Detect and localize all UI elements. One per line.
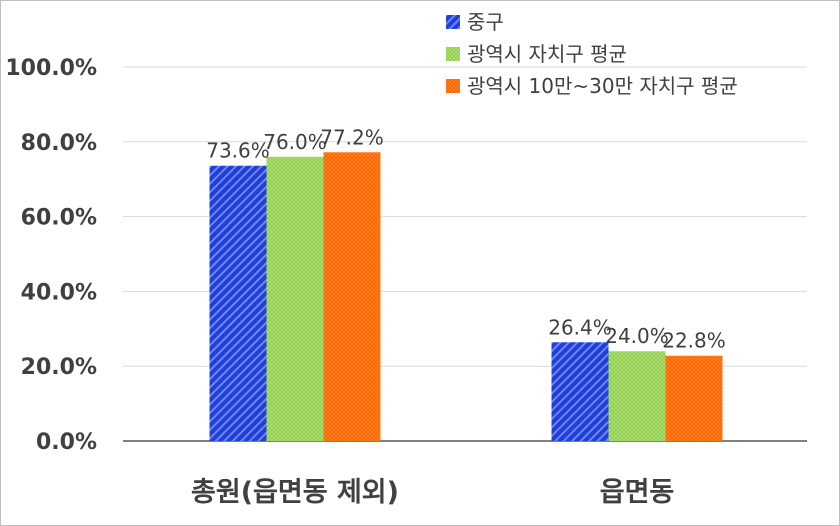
data-label: 24.0% — [605, 324, 669, 348]
legend-label: 광역시 자치구 평균 — [467, 42, 627, 66]
data-label: 26.4% — [548, 315, 612, 339]
bar — [323, 152, 381, 441]
y-tick-label: 100.0% — [5, 56, 97, 81]
bar — [266, 156, 324, 441]
data-label: 22.8% — [662, 329, 726, 353]
bar — [608, 351, 666, 441]
legend-label: 중구 — [467, 10, 504, 34]
y-tick-label: 20.0% — [21, 355, 97, 380]
bar — [209, 165, 267, 441]
data-label: 77.2% — [320, 125, 384, 149]
legend-label: 광역시 10만~30만 자치구 평균 — [467, 74, 738, 98]
category-label: 읍면동 — [600, 477, 675, 508]
y-tick-label: 40.0% — [21, 280, 97, 305]
bar — [665, 355, 723, 441]
bar — [551, 342, 609, 441]
legend-swatch — [446, 15, 460, 29]
data-label: 73.6% — [206, 139, 270, 163]
y-tick-label: 80.0% — [21, 131, 97, 156]
legend-swatch — [446, 47, 460, 61]
data-label: 76.0% — [263, 130, 327, 154]
category-label: 총원(읍면동 제외) — [191, 477, 399, 508]
legend-swatch — [446, 79, 460, 93]
y-tick-label: 0.0% — [36, 430, 97, 455]
y-tick-label: 60.0% — [21, 206, 97, 231]
